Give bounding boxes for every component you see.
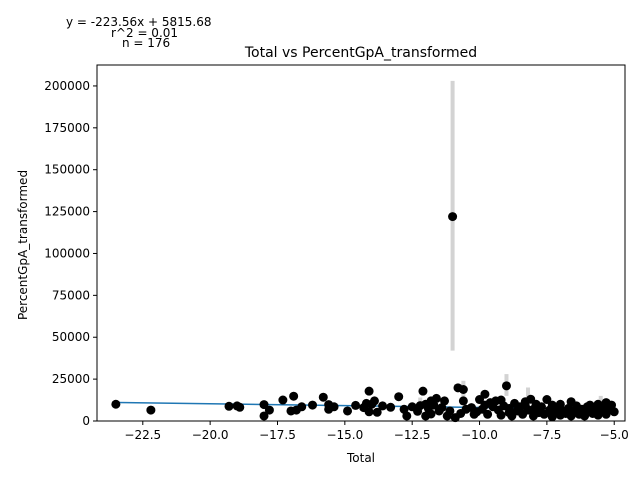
data-point	[318, 392, 328, 402]
x-axis-label: Total	[346, 451, 375, 465]
x-tick-label: −20.0	[192, 428, 229, 442]
y-tick-label: 175000	[44, 121, 90, 135]
data-point	[235, 402, 245, 412]
data-point	[609, 407, 619, 417]
r-squared-annotation: r^2 = 0.01	[111, 26, 178, 40]
data-point	[224, 401, 234, 411]
data-point	[426, 409, 436, 419]
data-point	[278, 395, 288, 405]
x-tick-label: −22.5	[124, 428, 161, 442]
data-point	[418, 386, 428, 396]
equation-annotation: y = -223.56x + 5815.68	[66, 15, 212, 29]
plot-area: −22.5 −20.0 −17.5 −15.0 −12.5 −10.0 −7.5 −5.0 0 2…	[44, 64, 629, 442]
y-tick-label: 75000	[52, 288, 90, 302]
data-point	[536, 402, 546, 412]
data-point	[378, 401, 388, 411]
x-tick-label: −12.5	[394, 428, 431, 442]
x-tick-label: −7.5	[532, 428, 561, 442]
n-annotation: n = 176	[122, 36, 170, 50]
y-tick-label: 50000	[52, 330, 90, 344]
x-tick-label: −17.5	[259, 428, 296, 442]
data-point	[394, 392, 404, 402]
x-tick-label: −5.0	[600, 428, 629, 442]
data-point	[264, 405, 274, 415]
data-point	[501, 381, 511, 391]
data-point	[369, 396, 379, 406]
data-point	[372, 407, 382, 417]
y-tick-label: 0	[82, 414, 90, 428]
data-point	[329, 402, 339, 412]
y-axis-label: PercentGpA_transformed	[16, 170, 30, 320]
data-point	[386, 402, 396, 412]
data-point	[351, 400, 361, 410]
y-tick-label: 125000	[44, 205, 90, 219]
data-point	[480, 389, 490, 399]
data-point	[146, 405, 156, 415]
y-tick-label: 150000	[44, 163, 90, 177]
data-point	[496, 410, 506, 420]
y-tick-label: 25000	[52, 372, 90, 386]
data-point	[259, 400, 269, 410]
x-tick-label: −15.0	[326, 428, 363, 442]
data-point	[542, 395, 552, 405]
data-point	[458, 385, 468, 395]
chart-title: Total vs PercentGpA_transformed	[244, 45, 477, 61]
data-point	[448, 212, 458, 222]
data-point	[445, 406, 455, 416]
data-point	[440, 396, 450, 406]
data-point	[111, 399, 121, 409]
data-point	[483, 409, 493, 419]
x-tick-label: −10.0	[461, 428, 498, 442]
y-tick-label: 100000	[44, 246, 90, 260]
regression-annotations: y = -223.56x + 5815.68 r^2 = 0.01 n = 17…	[66, 15, 212, 50]
data-point	[259, 411, 269, 421]
plot-frame	[96, 64, 626, 422]
data-point	[289, 391, 299, 401]
data-point	[308, 400, 318, 410]
data-point	[297, 402, 307, 412]
data-point	[364, 386, 374, 396]
y-tick-label: 200000	[44, 79, 90, 93]
data-point	[431, 393, 441, 403]
data-point	[402, 411, 412, 421]
data-point	[364, 407, 374, 417]
data-point	[458, 396, 468, 406]
data-point	[343, 406, 353, 416]
